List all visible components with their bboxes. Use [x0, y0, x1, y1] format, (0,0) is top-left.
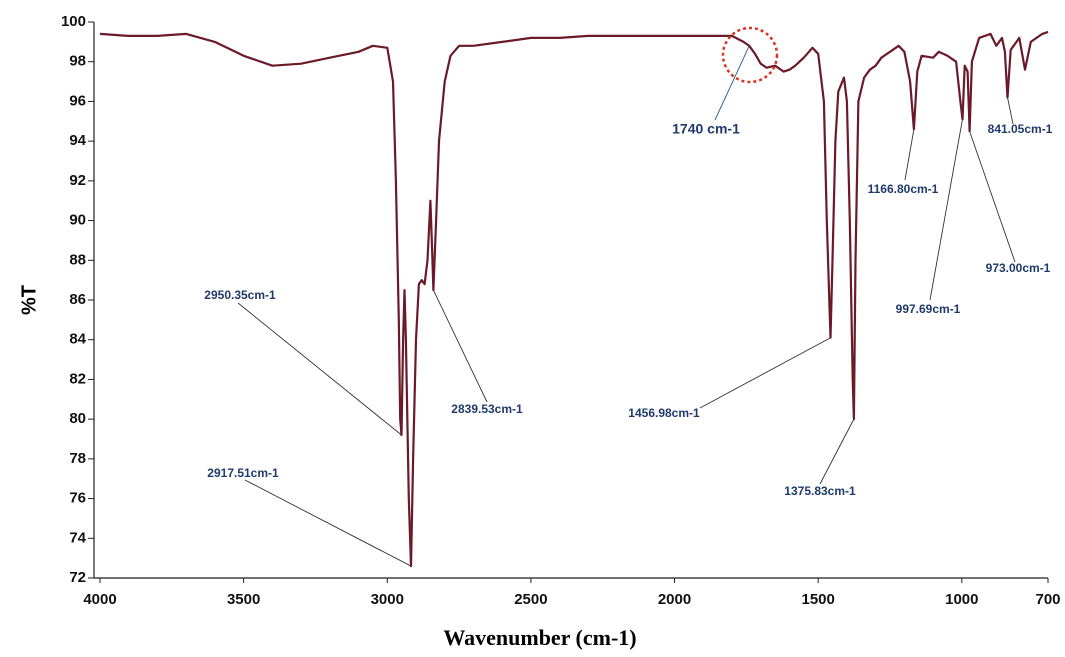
- annotation-label: 1375.83cm-1: [784, 484, 856, 498]
- annotation-leader: [432, 289, 488, 403]
- annotation-leader: [969, 131, 1016, 263]
- annotation-label: 2839.53cm-1: [451, 402, 523, 416]
- x-tick-label: 2000: [658, 591, 691, 608]
- annotation-leader: [819, 418, 855, 485]
- annotation-label: 2917.51cm-1: [207, 466, 279, 480]
- y-tick-label: 76: [69, 490, 86, 507]
- x-tick-label: 700: [1035, 591, 1060, 608]
- annotation-label: 973.00cm-1: [986, 261, 1051, 275]
- annotation-leader: [237, 302, 402, 436]
- y-tick-label: 84: [69, 331, 86, 348]
- y-tick-label: 98: [69, 53, 86, 70]
- y-tick-label: 72: [69, 569, 86, 586]
- annotation-leader: [904, 129, 915, 181]
- x-tick-label: 3000: [371, 591, 404, 608]
- spectrum-line: [99, 30, 1049, 568]
- annotation-leader: [244, 479, 412, 567]
- y-tick-label: 90: [69, 212, 86, 229]
- y-tick-label: 88: [69, 251, 86, 268]
- y-axis-title: %T: [18, 285, 40, 315]
- y-tick-label: 82: [69, 370, 86, 387]
- annotation-label: 841.05cm-1: [988, 122, 1053, 136]
- annotation-leader: [929, 119, 963, 301]
- y-tick-label: 86: [69, 291, 86, 308]
- annotation-label: 1166.80cm-1: [868, 182, 939, 196]
- annotation-label: 2950.35cm-1: [204, 288, 276, 302]
- y-tick-label: 78: [69, 450, 86, 467]
- y-tick-label: 80: [69, 410, 86, 427]
- x-tick-label: 2500: [514, 591, 547, 608]
- y-tick-label: 100: [61, 13, 86, 30]
- x-tick-label: 4000: [83, 591, 116, 608]
- x-tick-label: 1500: [801, 591, 834, 608]
- annotation-label: 997.69cm-1: [896, 302, 961, 316]
- y-tick-label: 96: [69, 92, 86, 109]
- annotation-label: 1740 cm-1: [672, 121, 740, 137]
- x-tick-label: 1000: [945, 591, 978, 608]
- y-tick-label: 94: [69, 132, 86, 149]
- annotation-leader: [714, 45, 750, 121]
- annotation-leader: [699, 337, 831, 409]
- x-tick-label: 3500: [227, 591, 260, 608]
- highlight-circle: [721, 26, 779, 84]
- y-tick-label: 92: [69, 172, 86, 189]
- annotation-label: 1456.98cm-1: [628, 406, 700, 420]
- annotation-leader: [1007, 97, 1014, 125]
- x-axis-title: Wavenumber (cm-1): [443, 625, 636, 650]
- y-tick-label: 74: [69, 529, 86, 546]
